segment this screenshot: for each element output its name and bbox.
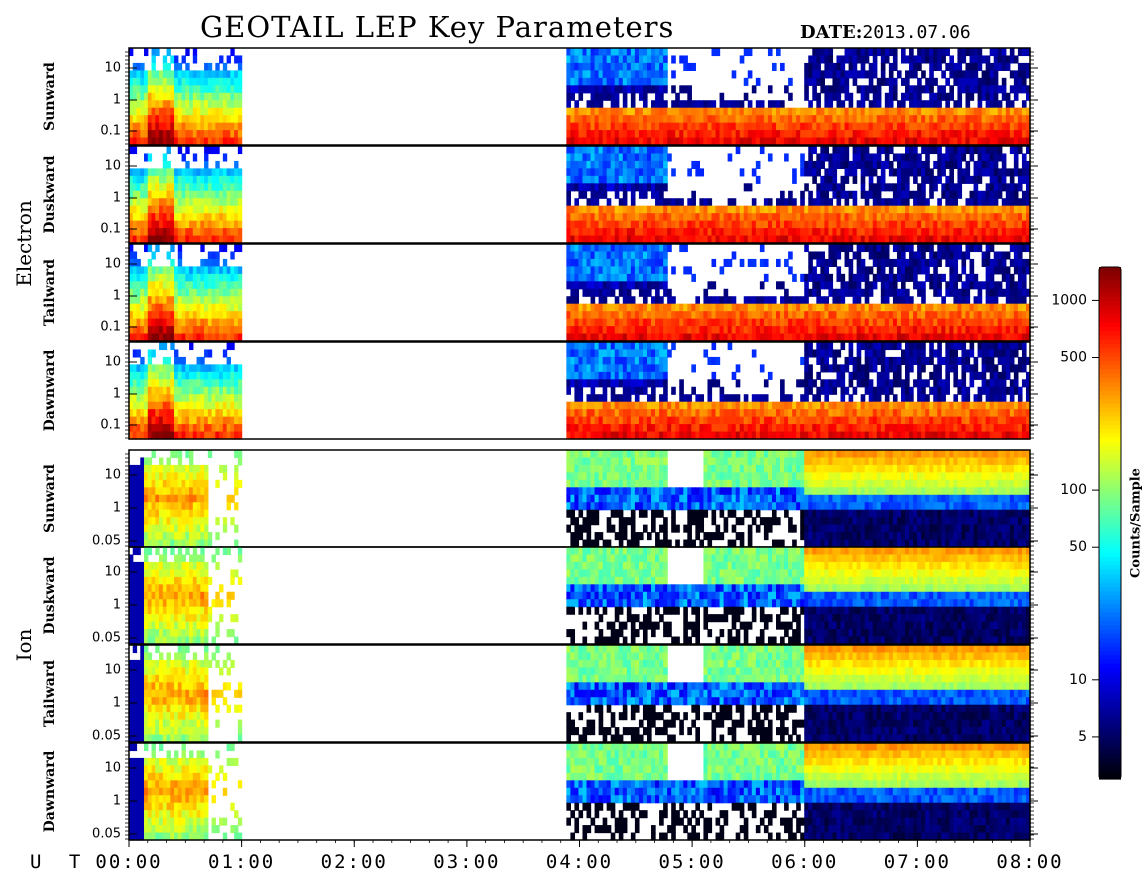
y-tick-label: 10	[104, 565, 121, 580]
colorbar	[1098, 266, 1122, 780]
y-tick-label: 0.05	[92, 534, 121, 549]
colorbar-tick-label: 10	[1069, 672, 1087, 688]
y-tick-label: 1	[113, 794, 121, 809]
group-label-electron: Electron	[12, 200, 36, 287]
group-label-ion: Ion	[12, 628, 36, 661]
x-tick-label: 05:00	[659, 851, 726, 873]
x-tick-label: 01:00	[208, 851, 275, 873]
panel-label-electron-duskward: Duskward	[42, 155, 58, 233]
colorbar-label: Counts/Sample	[1129, 468, 1142, 578]
panel-frame-electron-duskward	[128, 145, 1031, 244]
x-tick-label: 03:00	[433, 851, 500, 873]
y-tick-label: 1	[113, 289, 121, 304]
colorbar-tick-label: 100	[1060, 482, 1087, 498]
colorbar-tick-label: 500	[1060, 350, 1087, 366]
x-axis-label: U T	[30, 851, 88, 873]
y-tick-label: 0.1	[100, 418, 121, 433]
date-value: 2013.07.06	[862, 22, 971, 43]
y-tick-label: 10	[104, 468, 121, 483]
panel-label-electron-tailward: Tailward	[42, 259, 58, 326]
colorbar-tick-label: 1000	[1051, 292, 1087, 308]
panel-frame-electron-tailward	[128, 243, 1031, 342]
y-tick-label: 0.05	[92, 631, 121, 646]
y-tick-label: 0.1	[100, 124, 121, 139]
y-tick-label: 0.1	[100, 320, 121, 335]
y-tick-label: 10	[104, 355, 121, 370]
panel-label-ion-sunward: Sunward	[42, 464, 58, 533]
panel-label-ion-dawnward: Dawnward	[42, 750, 58, 832]
y-tick-label: 10	[104, 761, 121, 776]
x-tick-label: 04:00	[546, 851, 613, 873]
panel-frame-ion-duskward	[128, 546, 1031, 645]
y-tick-label: 10	[104, 257, 121, 272]
colorbar-tick-label: 5	[1078, 729, 1087, 745]
panel-frame-electron-sunward	[128, 47, 1031, 146]
x-tick-label: 06:00	[771, 851, 838, 873]
x-tick-label: 02:00	[321, 851, 388, 873]
y-tick-label: 10	[104, 663, 121, 678]
date-label: DATE:	[800, 22, 863, 43]
panel-label-ion-tailward: Tailward	[42, 660, 58, 727]
panel-frame-electron-dawnward	[128, 341, 1031, 440]
panel-frame-ion-tailward	[128, 644, 1031, 743]
y-tick-label: 1	[113, 93, 121, 108]
x-tick-label: 07:00	[884, 851, 951, 873]
panel-label-electron-dawnward: Dawnward	[42, 349, 58, 431]
y-tick-label: 10	[104, 61, 121, 76]
y-tick-label: 0.1	[100, 222, 121, 237]
x-tick-label: 08:00	[996, 851, 1063, 873]
panel-label-electron-sunward: Sunward	[42, 62, 58, 131]
panel-label-ion-duskward: Duskward	[42, 556, 58, 634]
colorbar-tick-label: 50	[1069, 539, 1087, 555]
date-readout: DATE:2013.07.06	[800, 22, 971, 43]
y-tick-label: 1	[113, 191, 121, 206]
x-tick-label: 00:00	[95, 851, 162, 873]
y-tick-label: 0.05	[92, 827, 121, 842]
y-tick-label: 0.05	[92, 729, 121, 744]
y-tick-label: 1	[113, 598, 121, 613]
y-tick-label: 10	[104, 159, 121, 174]
chart-title: GEOTAIL LEP Key Parameters	[200, 10, 675, 44]
y-tick-label: 1	[113, 696, 121, 711]
y-tick-label: 1	[113, 387, 121, 402]
y-tick-label: 1	[113, 501, 121, 516]
